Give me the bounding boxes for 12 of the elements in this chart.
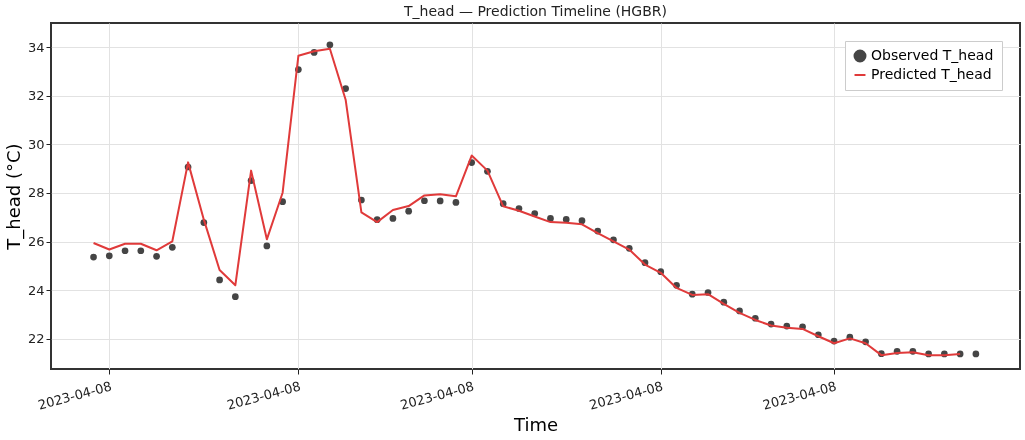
y-tick-label: 30 <box>27 136 45 152</box>
x-axis-title: Time <box>512 413 559 435</box>
legend-label: Predicted T_head <box>871 66 992 82</box>
y-axis-title: T_head (°C) <box>2 143 25 251</box>
chart-title: T_head — Prediction Timeline (HGBR) <box>402 3 668 19</box>
y-tick-label: 32 <box>27 88 45 104</box>
y-tick-label: 26 <box>27 234 45 250</box>
y-tick-label: 28 <box>27 185 45 201</box>
y-tick-label: 34 <box>27 39 45 55</box>
y-tick-label: 24 <box>27 282 45 298</box>
y-tick-label: 22 <box>27 331 45 347</box>
legend-label: Observed T_head <box>871 47 994 63</box>
